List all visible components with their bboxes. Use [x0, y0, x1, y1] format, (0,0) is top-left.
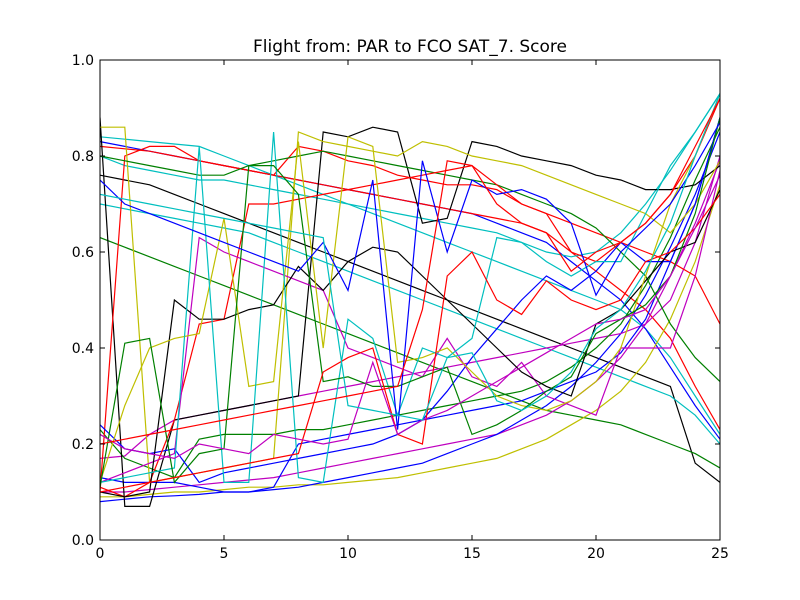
series-line-29: [100, 98, 720, 445]
series-line-22: [100, 93, 720, 483]
series-line-2: [100, 136, 720, 435]
series-line-25: [100, 194, 720, 493]
series-line-9: [100, 131, 720, 503]
series-line-11: [100, 117, 720, 493]
series-line-5: [100, 237, 720, 469]
x-tick-label: 20: [587, 546, 605, 562]
x-tick-label: 15: [463, 546, 481, 562]
x-tick-label: 5: [220, 546, 229, 562]
x-tick-label: 25: [711, 546, 729, 562]
series-line-19: [100, 98, 720, 498]
x-tick-label: 10: [339, 546, 357, 562]
y-tick-label: 0.8: [72, 149, 94, 165]
x-axis-tick-labels: 0 5 10 15 20 25: [96, 546, 729, 562]
y-tick-label: 0.2: [72, 437, 94, 453]
x-tick-label: 0: [96, 546, 105, 562]
plot-frame: [99, 59, 721, 541]
y-tick-label: 0.0: [72, 533, 94, 549]
series-line-8: [100, 184, 720, 498]
y-tick-label: 0.6: [72, 245, 94, 261]
series-line-21: [100, 189, 720, 498]
series-line-26: [100, 122, 720, 430]
series-line-7: [100, 160, 720, 493]
y-tick-label: 0.4: [72, 341, 94, 357]
series-line-13: [100, 93, 720, 258]
series-line-24: [100, 117, 720, 488]
series-line-20: [100, 170, 720, 483]
series-layer: [100, 93, 720, 507]
series-line-27: [100, 174, 720, 460]
series-line-28: [100, 93, 720, 421]
y-tick-label: 1.0: [72, 53, 94, 69]
y-axis-tick-labels: 0.0 0.2 0.4 0.6 0.8 1.0: [72, 53, 94, 549]
chart-title: Flight from: PAR to FCO SAT_7. Score: [253, 37, 567, 57]
series-line-12: [100, 126, 720, 479]
